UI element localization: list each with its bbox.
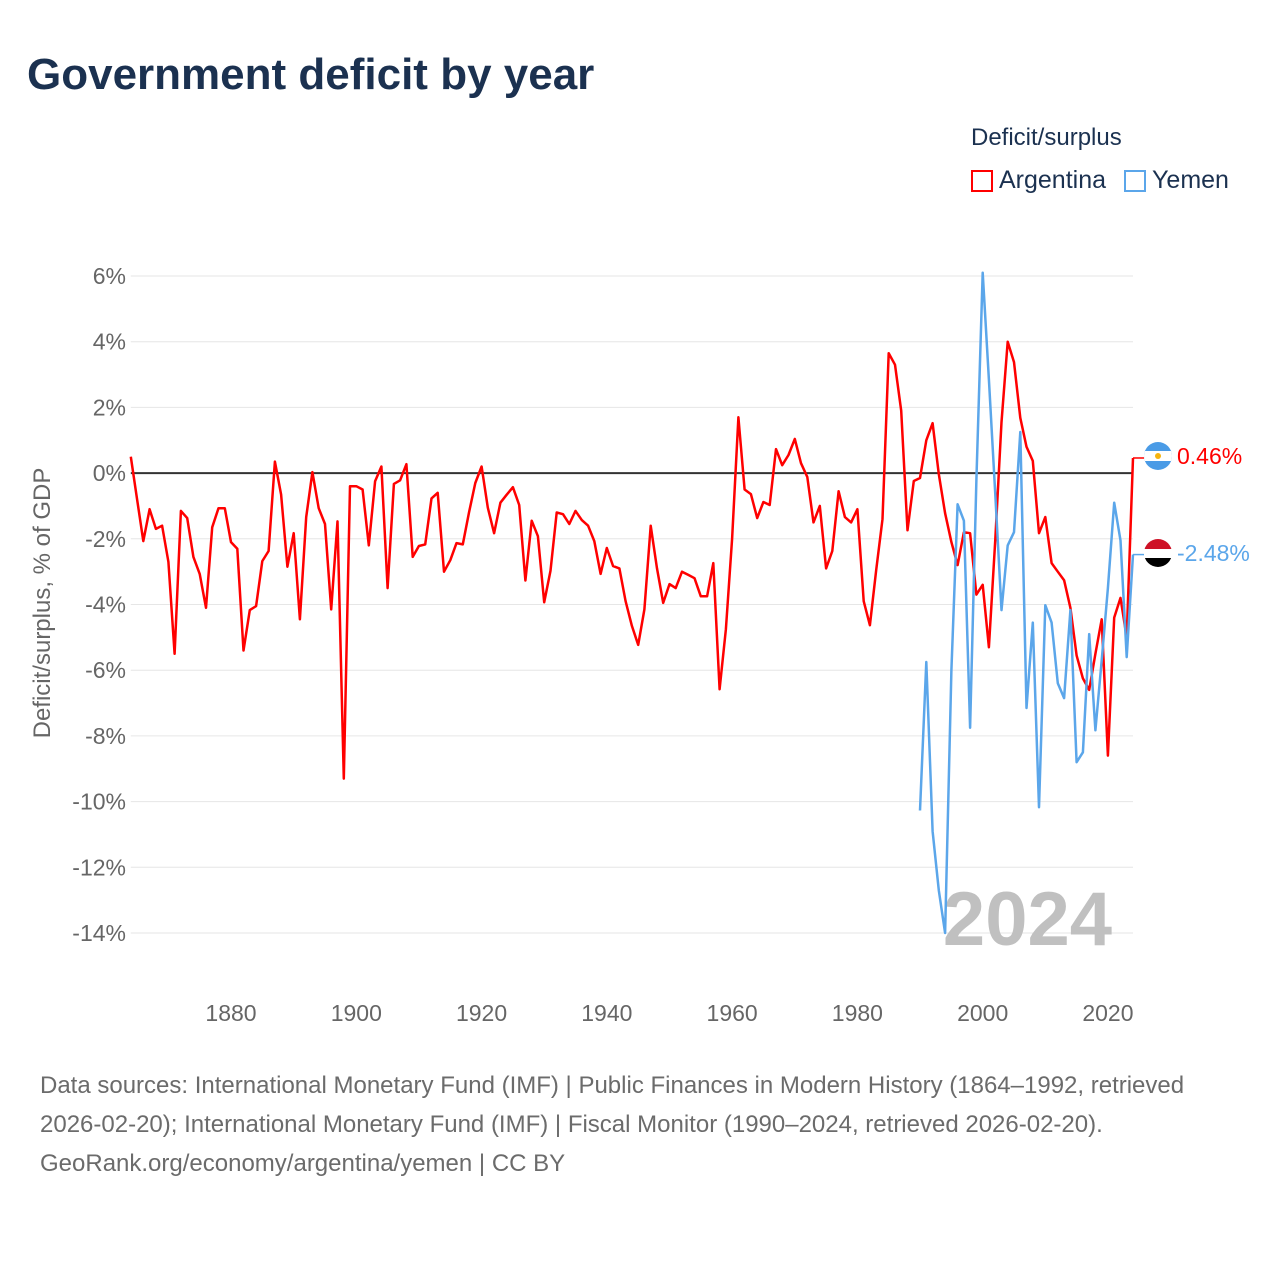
data-sources: Data sources: International Monetary Fun… (40, 1072, 1185, 1138)
line-chart: 6% 4% 2% 0% -2% -4% -6% -8% -10% -12% -14% 1880 1900… (29, 263, 1250, 1026)
legend-swatch-argentina (971, 169, 993, 192)
credit-link[interactable]: GeoRank.org/economy/argentina/yemen | CC… (40, 1150, 566, 1177)
y-tick-label: -2% (85, 526, 126, 552)
y-tick-label: 6% (93, 263, 126, 289)
y-tick-label: -8% (85, 723, 126, 749)
footer: Data sources: International Monetary Fun… (40, 1066, 1240, 1183)
yemen-flag-icon (1144, 539, 1172, 567)
y-tick-label: 4% (93, 329, 126, 355)
end-label-argentina: 0.46% (1177, 443, 1242, 469)
x-tick-label: 1920 (456, 1000, 507, 1026)
legend-item-yemen[interactable]: Yemen (1124, 166, 1229, 195)
legend-label-yemen: Yemen (1152, 166, 1229, 194)
series-line-argentina[interactable] (129, 340, 1135, 780)
y-axis-label: Deficit/surplus, % of GDP (29, 468, 56, 739)
x-tick-label: 1960 (707, 1000, 758, 1026)
series-line-yemen[interactable] (918, 271, 1135, 935)
y-tick-label: -10% (72, 789, 126, 815)
y-tick-label: 2% (93, 394, 126, 420)
legend-swatch-yemen (1124, 169, 1147, 192)
year-watermark: 2024 (943, 877, 1112, 962)
y-tick-label: -12% (72, 854, 126, 880)
legend-title: Deficit/surplus (971, 124, 1122, 151)
y-tick-label: -4% (85, 592, 126, 618)
x-tick-label: 2000 (957, 1000, 1008, 1026)
x-tick-label: 1900 (331, 1000, 382, 1026)
x-tick-label: 1880 (205, 1000, 256, 1026)
y-tick-label: -6% (85, 657, 126, 683)
legend-label-argentina: Argentina (999, 166, 1107, 194)
x-tick-label: 1940 (581, 1000, 632, 1026)
chart-title: Government deficit by year (27, 50, 595, 99)
x-tick-label: 1980 (832, 1000, 883, 1026)
y-tick-label: 0% (93, 460, 126, 486)
x-tick-label: 2020 (1082, 1000, 1133, 1026)
legend: Argentina Yemen (971, 166, 1229, 195)
legend-item-argentina[interactable]: Argentina (971, 166, 1106, 195)
y-tick-label: -14% (72, 920, 126, 946)
argentina-flag-icon (1144, 442, 1172, 470)
end-label-yemen: -2.48% (1177, 540, 1250, 566)
